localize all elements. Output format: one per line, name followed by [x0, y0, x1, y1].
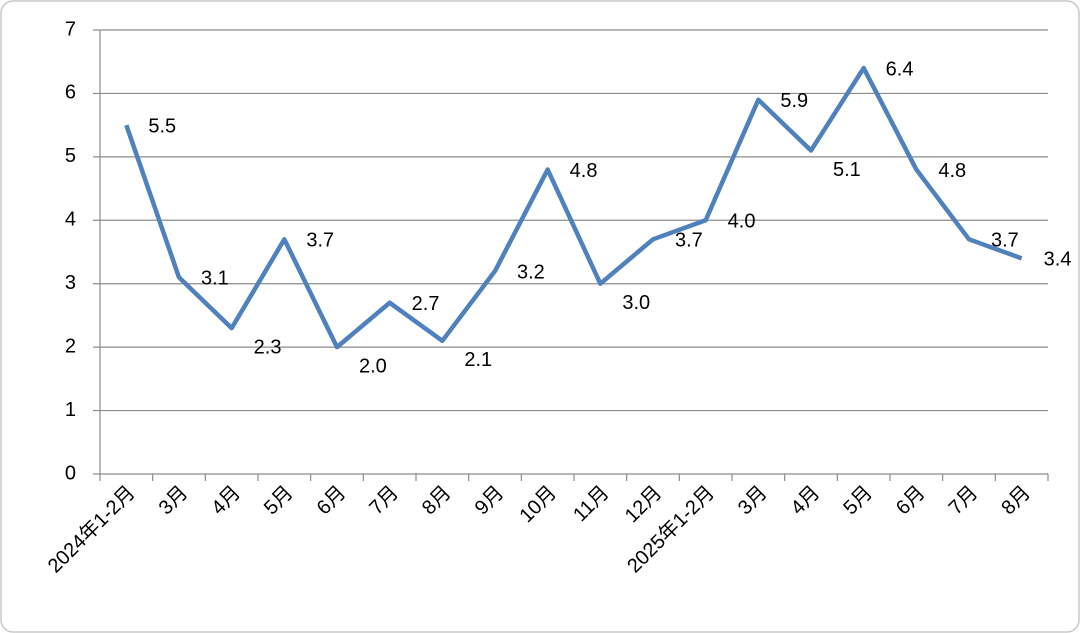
data-label: 5.9: [780, 90, 808, 112]
y-tick-label: 4: [65, 209, 76, 231]
data-label: 2.0: [359, 355, 387, 377]
data-label: 4.0: [728, 211, 756, 233]
data-label: 2.3: [254, 336, 282, 358]
data-label: 5.5: [148, 115, 176, 137]
data-label: 2.1: [464, 349, 492, 371]
data-label: 4.8: [570, 160, 598, 182]
y-tick-label: 7: [65, 18, 76, 40]
data-label: 2.7: [412, 293, 440, 315]
y-tick-label: 6: [65, 82, 76, 104]
data-label: 4.8: [938, 160, 966, 182]
y-tick-label: 2: [65, 335, 76, 357]
y-tick-label: 5: [65, 145, 76, 167]
data-label: 3.7: [991, 230, 1019, 252]
data-label: 5.1: [833, 159, 861, 181]
data-label: 3.7: [306, 230, 334, 252]
data-label: 3.2: [517, 261, 545, 283]
data-label: 3.1: [201, 268, 229, 290]
y-tick-label: 3: [65, 272, 76, 294]
line: [124, 65, 1023, 350]
data-label: 3.0: [622, 292, 650, 314]
data-label: 3.4: [1044, 249, 1072, 271]
y-tick-label: 1: [65, 399, 76, 421]
data-label: 6.4: [886, 58, 914, 80]
data-label: 3.7: [675, 230, 703, 252]
y-tick-label: 0: [65, 462, 76, 484]
